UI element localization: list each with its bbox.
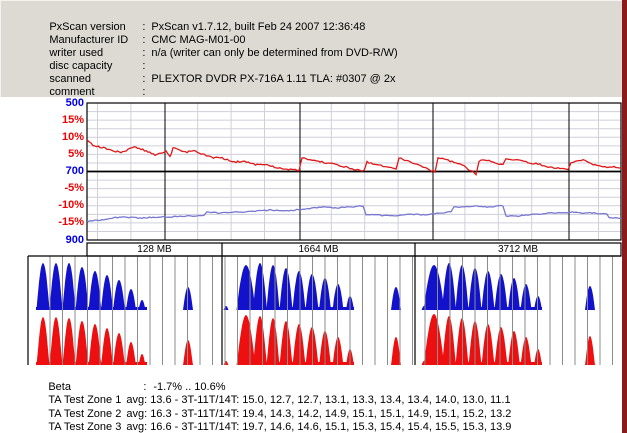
y-axis-label: -5% [64,182,84,195]
result-label: TA Test Zone 2 [48,407,122,420]
result-label: Beta [48,380,71,393]
result-value: -1.7% .. 10.6% [153,380,226,393]
y-axis-label: 500 [65,96,84,109]
ta-zone3-row: TA Test Zone 3 avg: 16.6 - 3T-11T/14T: 19… [30,408,511,433]
window-right-edge [622,0,627,433]
result-value: avg: 13.6 - 3T-11T/14T: 15.0, 12.7, 12.7… [126,394,511,406]
y-axis-label: 900 [65,233,84,246]
y-axis-label: -15% [58,216,84,229]
zone-size-label: 3712 MB [497,244,539,255]
field-value: PLEXTOR DVDR PX-716A 1.11 TLA: #0307 @ 2… [151,73,396,85]
result-value: avg: 16.6 - 3T-11T/14T: 19.7, 14.6, 14.6… [126,421,512,433]
results-panel: Beta: -1.7% .. 10.6% TA Test Zone 1 avg: 1… [30,367,511,433]
field-label: comment [49,86,95,98]
y-axis-label: 700 [65,165,84,177]
beta-result-row: Beta: -1.7% .. 10.6% [30,367,511,393]
field-label: PxScan version [49,21,126,33]
field-value: PxScan v1.7.12, built Feb 24 2007 12:36:… [151,21,366,33]
y-axis-label: 5% [68,147,84,160]
wobble-blue-trace [86,204,622,223]
colon-separator: : [142,47,146,59]
field-value: n/a (writer can only be determined from … [151,47,398,59]
colon-separator: : [142,21,146,33]
zone-size-label: 128 MB [137,244,172,255]
header-row-capacity: disc capacity: [31,47,151,72]
field-label: disc capacity [49,60,113,72]
colon-separator: : [143,380,147,393]
result-label: TA Test Zone 1 [48,394,122,406]
beta-percent-trace [86,139,621,176]
colon-separator: : [142,34,146,46]
header-row-comment: comment: [31,73,151,98]
result-value: avg: 16.3 - 3T-11T/14T: 19.4, 14.3, 14.2… [126,407,512,420]
ta-zone1-row: TA Test Zone 1 avg: 13.6 - 3T-11T/14T: 15… [30,381,511,406]
y-axis-label: 15% [61,113,84,126]
y-axis-label: -10% [58,199,84,212]
header-row-version: PxScan version: PxScan v1.7.12, built Feb… [31,8,365,33]
field-label: scanned [49,73,91,85]
header-row-writer: writer used: n/a (writer can only be dete… [31,34,397,59]
field-label: writer used [49,47,104,59]
colon-separator: : [142,86,146,98]
zone-size-label: 1664 MB [298,244,339,255]
header-panel: PxScan version: PxScan v1.7.12, built Feb… [0,0,627,98]
field-value: CMC MAG-M01-00 [151,34,246,46]
y-axis-label: 10% [61,130,84,143]
colon-separator: : [142,60,146,72]
ta-zone2-row: TA Test Zone 2 avg: 16.3 - 3T-11T/14T: 19… [30,394,511,420]
colon-separator: : [142,73,146,85]
header-row-scanned: scanned: PLEXTOR DVDR PX-716A 1.11 TLA: #… [31,60,395,85]
result-label: TA Test Zone 3 [48,421,122,433]
field-label: Manufacturer ID [49,34,129,46]
header-row-manufacturer: Manufacturer ID: CMC MAG-M01-00 [31,21,245,46]
